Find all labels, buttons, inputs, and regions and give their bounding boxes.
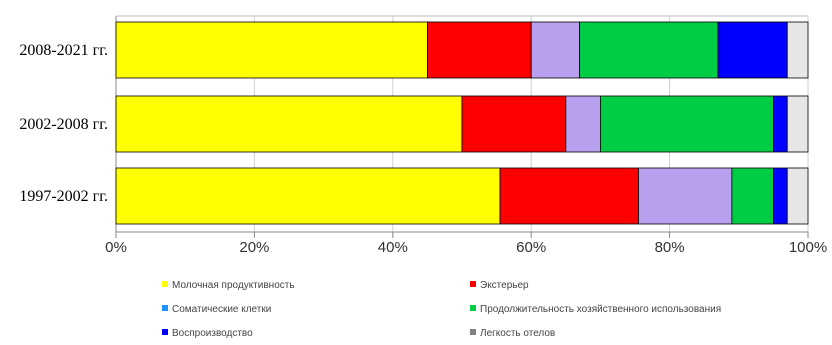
- legend-label: Экстерьер: [480, 280, 529, 291]
- x-tick-label: 0%: [105, 239, 127, 256]
- bar-segment: [773, 95, 788, 153]
- x-axis-ticks: 0% 20% 40% 60% 80% 100%: [105, 239, 827, 256]
- bars: [115, 21, 809, 225]
- legend-swatch: [162, 281, 168, 287]
- bar-segment: [717, 21, 788, 79]
- legend-swatch: [470, 329, 476, 335]
- category-labels: 2008-2021 гг. 2002-2008 гг. 1997-2002 гг.: [19, 42, 108, 205]
- legend-label: Продолжительность хозяйственного использ…: [480, 304, 721, 315]
- bar-segment: [426, 21, 532, 79]
- bar-segment: [565, 95, 601, 153]
- legend: Молочная продуктивность Экстерьер Соматиче…: [162, 280, 721, 339]
- bar-segment: [638, 167, 733, 225]
- x-tick-label: 40%: [378, 239, 408, 256]
- x-tick-label: 100%: [789, 239, 827, 256]
- bar-segment: [530, 21, 581, 79]
- bar-segment: [731, 167, 774, 225]
- bar-segment: [461, 95, 567, 153]
- bar-segment: [773, 167, 788, 225]
- bar-segment: [600, 95, 774, 153]
- legend-label: Молочная продуктивность: [172, 280, 295, 291]
- bar-segment: [786, 167, 809, 225]
- bar-segment: [115, 21, 428, 79]
- legend-swatch: [162, 329, 168, 335]
- bar-segment: [786, 95, 809, 153]
- legend-label: Легкость отелов: [480, 328, 555, 339]
- category-label: 2008-2021 гг.: [19, 42, 108, 59]
- bar-segment: [115, 167, 501, 225]
- x-tick-label: 80%: [655, 239, 685, 256]
- legend-label: Соматические клетки: [172, 304, 271, 315]
- bar-segment: [115, 95, 463, 153]
- legend-swatch: [470, 281, 476, 287]
- legend-swatch: [162, 305, 168, 311]
- x-tick-label: 20%: [239, 239, 269, 256]
- x-tick-label: 60%: [516, 239, 546, 256]
- bar-segment: [786, 21, 809, 79]
- legend-label: Воспроизводство: [172, 328, 253, 339]
- category-label: 2002-2008 гг.: [19, 116, 108, 133]
- legend-swatch: [470, 305, 476, 311]
- bar-segment: [499, 167, 639, 225]
- category-label: 1997-2002 гг.: [19, 188, 108, 205]
- bar-segment: [579, 21, 719, 79]
